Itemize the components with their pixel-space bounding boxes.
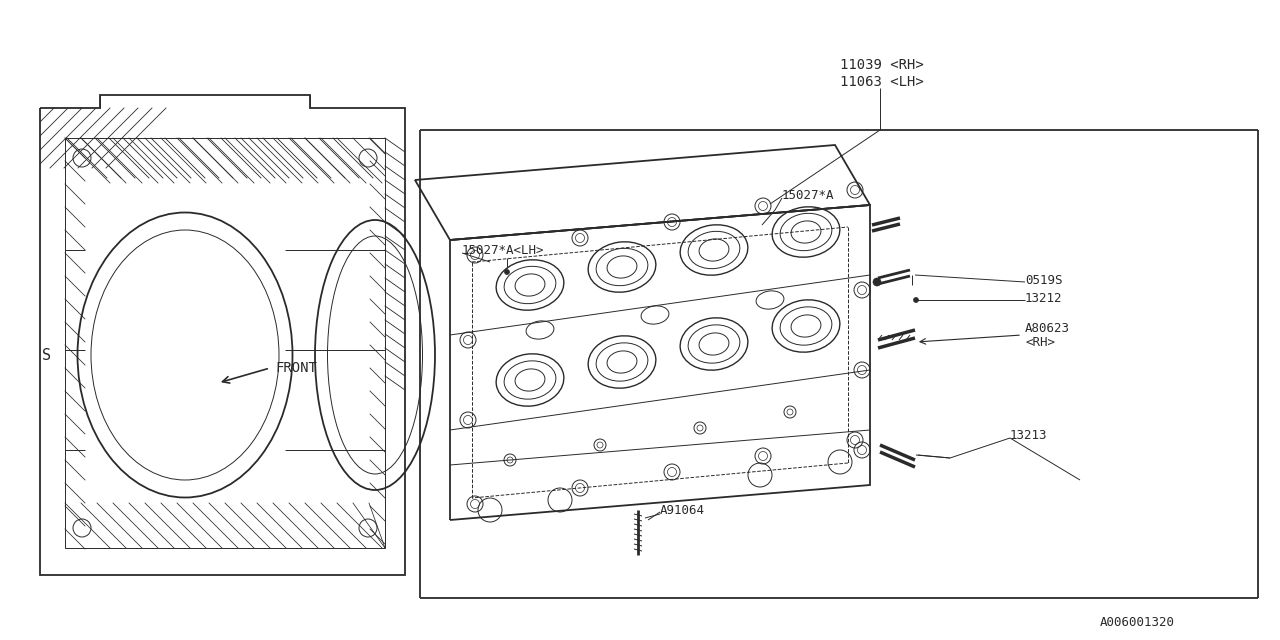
- Text: A91064: A91064: [660, 504, 705, 516]
- Circle shape: [914, 298, 919, 303]
- Text: 13213: 13213: [1010, 429, 1047, 442]
- Text: 0519S: 0519S: [1025, 273, 1062, 287]
- Text: A006001320: A006001320: [1100, 616, 1175, 628]
- Text: A80623: A80623: [1025, 321, 1070, 335]
- Text: 11039 <RH>: 11039 <RH>: [840, 58, 924, 72]
- Text: 15027*A<LH>: 15027*A<LH>: [462, 243, 544, 257]
- Text: 13212: 13212: [1025, 291, 1062, 305]
- Text: <RH>: <RH>: [1025, 335, 1055, 349]
- Text: FRONT: FRONT: [275, 361, 317, 375]
- Text: 11063 <LH>: 11063 <LH>: [840, 75, 924, 89]
- Circle shape: [873, 278, 881, 286]
- Text: 15027*A: 15027*A: [782, 189, 835, 202]
- Circle shape: [504, 269, 509, 275]
- Text: S: S: [42, 348, 51, 362]
